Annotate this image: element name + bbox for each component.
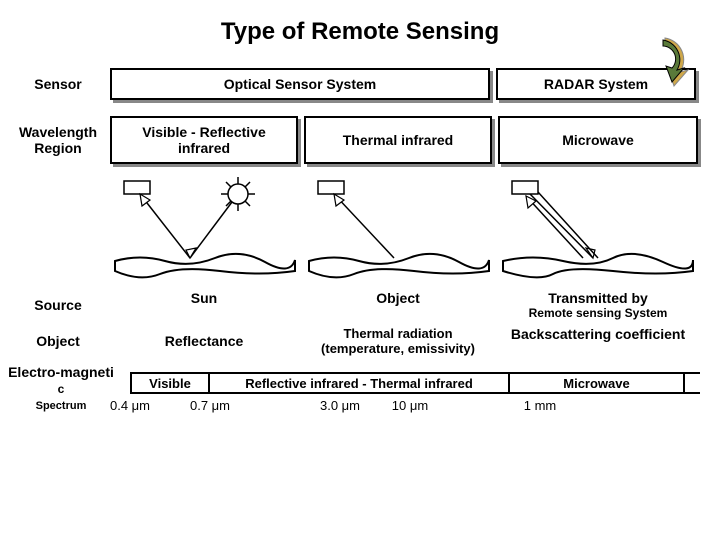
spectrum-tick-0: 0.4 μm xyxy=(110,398,150,413)
source-sun: Sun xyxy=(110,290,298,320)
label-sensor: Sensor xyxy=(0,76,110,92)
object-thermal-radiation: Thermal radiation (temperature, emissivi… xyxy=(304,326,492,356)
wavelength-row: Wavelength Region Visible - Reflective i… xyxy=(0,116,720,164)
label-electro-c: c xyxy=(58,382,65,396)
label-electro-spectrum: Spectrum xyxy=(36,400,87,412)
label-electro-1: Electro-magneti xyxy=(8,364,114,380)
spectrum-seg-1: Reflective infrared - Thermal infrared xyxy=(210,374,510,392)
box-visible-reflective: Visible - Reflective infrared xyxy=(110,116,298,164)
source-transmitted: Transmitted by Remote sensing System xyxy=(498,290,698,320)
source-transmitted-sub: Remote sensing System xyxy=(498,306,698,320)
object-backscatter: Backscattering coefficient xyxy=(498,326,698,356)
sensor-row: Sensor Optical Sensor System RADAR Syste… xyxy=(0,68,720,100)
spectrum-bar: VisibleReflective infrared - Thermal inf… xyxy=(130,372,700,394)
spectrum-tick-1: 0.7 μm xyxy=(190,398,230,413)
source-transmitted-main: Transmitted by xyxy=(498,290,698,306)
box-microwave: Microwave xyxy=(498,116,698,164)
label-object: Object xyxy=(0,333,110,349)
label-electromagnetic: Electro-magneti c Spectrum xyxy=(6,364,116,412)
diagram-row xyxy=(0,176,720,286)
spectrum-tick-3: 10 μm xyxy=(392,398,428,413)
source-object: Object xyxy=(304,290,492,320)
spectrum-seg-2: Microwave xyxy=(510,374,685,392)
spectrum-tick-2: 3.0 μm xyxy=(320,398,360,413)
spectrum-row: Electro-magneti c Spectrum VisibleReflec… xyxy=(0,364,720,434)
diagram-thermal xyxy=(304,176,492,286)
diagram-sun-reflectance xyxy=(110,176,298,286)
object-row: Object Reflectance Thermal radiation (te… xyxy=(0,326,720,356)
diagram-radar xyxy=(498,176,698,286)
page-title: Type of Remote Sensing xyxy=(0,18,720,46)
spectrum-seg-0: Visible xyxy=(130,374,210,392)
source-row: Source Sun Object Transmitted by Remote … xyxy=(0,290,720,320)
box-thermal-infrared: Thermal infrared xyxy=(304,116,492,164)
corner-curved-arrow-icon xyxy=(630,30,690,90)
object-reflectance: Reflectance xyxy=(110,326,298,356)
box-optical-system: Optical Sensor System xyxy=(110,68,490,100)
spectrum-tick-4: 1 mm xyxy=(524,398,557,413)
label-wavelength: Wavelength Region xyxy=(0,124,110,156)
label-source: Source xyxy=(0,297,110,313)
